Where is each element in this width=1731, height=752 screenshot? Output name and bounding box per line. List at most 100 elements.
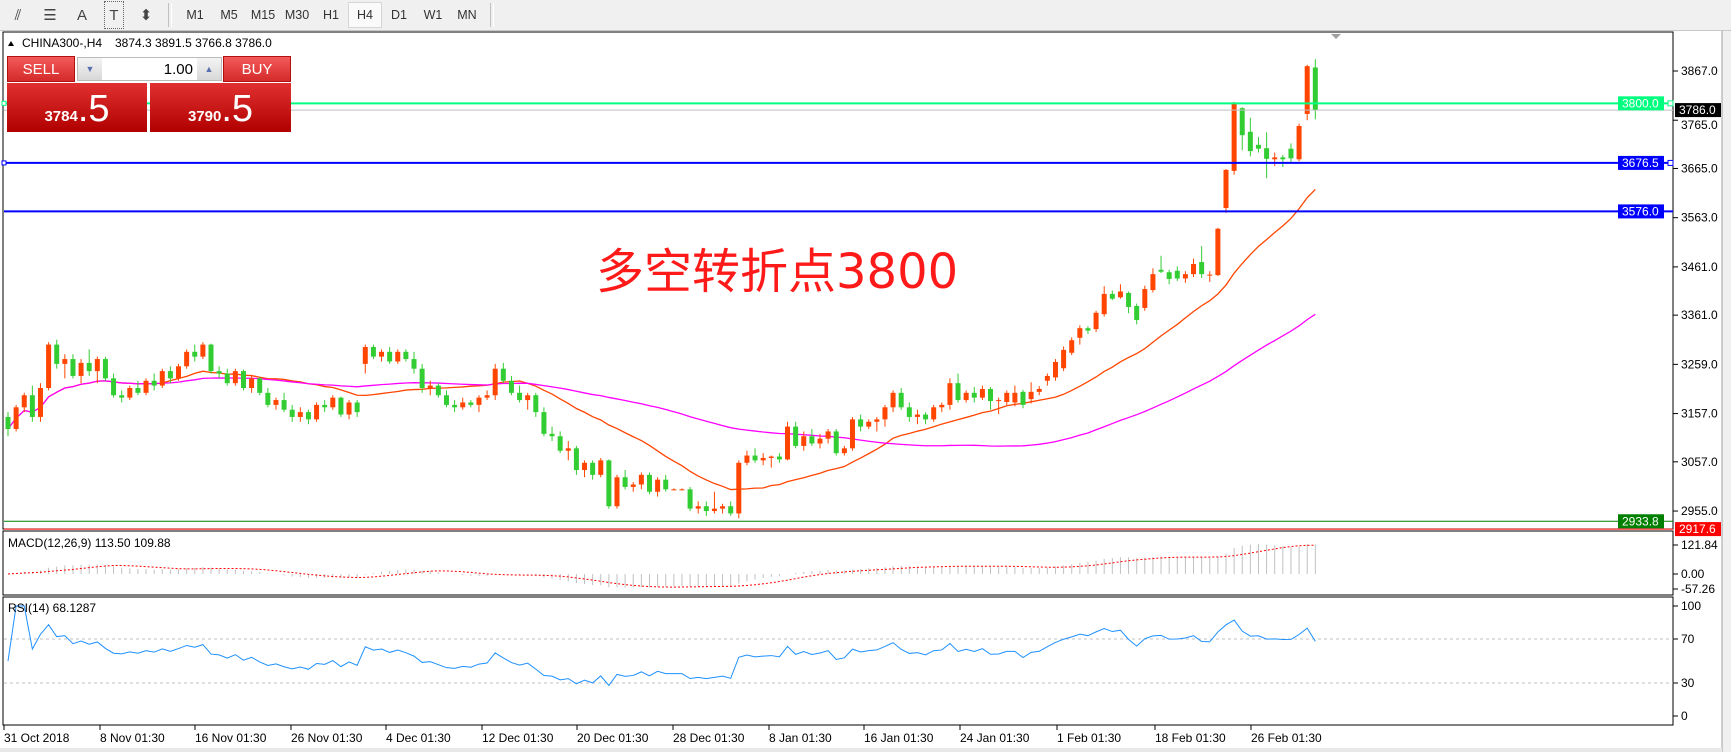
candle xyxy=(1101,286,1107,317)
chart-shift-marker-icon[interactable] xyxy=(1331,34,1341,39)
sell-price-fraction: .5 xyxy=(77,88,110,130)
timeframe-h1[interactable]: H1 xyxy=(323,8,339,22)
candle-body xyxy=(858,419,864,427)
candle-body xyxy=(525,395,531,401)
candle xyxy=(858,414,864,432)
candle xyxy=(663,474,669,492)
candle-body xyxy=(338,397,344,415)
buy-price-box[interactable]: 3790 .5 xyxy=(150,83,291,132)
candle-body xyxy=(1239,108,1245,136)
buy-button[interactable]: BUY xyxy=(223,56,291,82)
price-label: 3676.5 xyxy=(1622,156,1659,170)
rsi-tick-label: 30 xyxy=(1681,676,1695,690)
candle xyxy=(119,390,125,403)
fibo-expansion-icon[interactable]: ⫽ xyxy=(14,6,22,24)
candle-body xyxy=(988,388,994,402)
candle-body xyxy=(78,362,84,376)
candle-body xyxy=(1255,144,1261,149)
candle xyxy=(1272,152,1278,167)
candle-body xyxy=(1020,391,1026,405)
sell-button[interactable]: SELL xyxy=(7,56,75,82)
arrows-icon[interactable]: ⬍ xyxy=(139,7,153,24)
price-label-bg xyxy=(1675,522,1721,537)
candle-body xyxy=(427,385,433,389)
volume-increase-icon[interactable]: ▲ xyxy=(197,58,221,80)
chart-annotation-text[interactable]: 多空转折点3800 xyxy=(596,244,959,300)
candle xyxy=(923,412,929,425)
date-tick-label: 4 Dec 01:30 xyxy=(386,731,451,745)
timeframe-mn[interactable]: MN xyxy=(457,8,477,22)
candle xyxy=(988,387,994,410)
candle-body xyxy=(882,407,888,420)
candle xyxy=(200,342,206,360)
candle xyxy=(1207,271,1213,282)
collapse-triangle-icon[interactable] xyxy=(8,41,14,46)
text-icon[interactable]: A xyxy=(76,6,87,24)
candle-body xyxy=(1134,305,1140,320)
timeframe-w1[interactable]: W1 xyxy=(423,8,443,22)
candle-body xyxy=(37,388,43,417)
volume-decrease-icon[interactable]: ▼ xyxy=(78,58,102,80)
candle xyxy=(801,431,807,451)
candle-body xyxy=(273,400,279,405)
volume-stepper[interactable]: ▼ ▲ xyxy=(77,57,222,81)
candle xyxy=(330,395,336,410)
candle-body xyxy=(606,460,612,507)
date-tick-label: 16 Nov 01:30 xyxy=(195,731,267,745)
candle xyxy=(5,412,11,437)
candle xyxy=(151,373,157,391)
candle xyxy=(906,402,912,422)
candle xyxy=(598,457,604,478)
price-label: 3786.0 xyxy=(1679,103,1716,117)
candle xyxy=(395,349,401,364)
candle-body xyxy=(1207,274,1213,276)
fibo-fan-icon[interactable]: ☰ xyxy=(43,7,57,24)
candle-body xyxy=(62,359,68,364)
timeframe-m5[interactable]: M5 xyxy=(220,8,238,22)
candle xyxy=(874,416,880,432)
candle-body xyxy=(249,378,255,389)
volume-input[interactable] xyxy=(102,58,197,80)
timeframe-m30[interactable]: M30 xyxy=(284,8,310,22)
candle xyxy=(1117,284,1123,299)
candle xyxy=(111,373,117,398)
timeframe-d1[interactable]: D1 xyxy=(391,8,407,22)
candle-body xyxy=(890,392,896,408)
candle xyxy=(1247,117,1253,157)
candle-body xyxy=(1166,272,1172,279)
candle xyxy=(525,392,531,410)
candle xyxy=(695,501,701,514)
candle xyxy=(86,349,92,376)
candle xyxy=(866,419,872,430)
candle-body xyxy=(1004,392,1010,402)
candle xyxy=(1150,268,1156,293)
ohlc-readout: 3874.3 3891.5 3766.8 3786.0 xyxy=(115,36,272,50)
candle xyxy=(1304,64,1310,121)
date-tick-label: 16 Jan 01:30 xyxy=(864,731,934,745)
candle xyxy=(232,368,238,386)
candle-body xyxy=(362,346,368,364)
sell-price-box[interactable]: 3784 .5 xyxy=(7,83,147,132)
candle-body xyxy=(94,359,100,372)
candle xyxy=(216,366,222,379)
candle xyxy=(963,390,969,403)
text-label-icon[interactable]: T xyxy=(104,1,124,29)
candle-body xyxy=(411,359,417,369)
candle xyxy=(833,429,839,456)
candle xyxy=(452,400,458,413)
candle xyxy=(630,482,636,492)
candle xyxy=(1012,385,1018,407)
candle xyxy=(1215,227,1221,277)
candle xyxy=(403,349,409,362)
price-tick-label: 3867.0 xyxy=(1681,64,1718,78)
candle xyxy=(500,362,506,384)
timeframe-h4[interactable]: H4 xyxy=(348,2,382,28)
timeframe-m1[interactable]: M1 xyxy=(186,8,204,22)
candle-body xyxy=(801,436,807,446)
timeframe-m15[interactable]: M15 xyxy=(250,8,276,22)
candle-body xyxy=(370,346,376,357)
candle-body xyxy=(1028,391,1034,400)
candle xyxy=(752,448,758,463)
candle-body xyxy=(565,448,571,451)
candle xyxy=(1174,266,1180,281)
